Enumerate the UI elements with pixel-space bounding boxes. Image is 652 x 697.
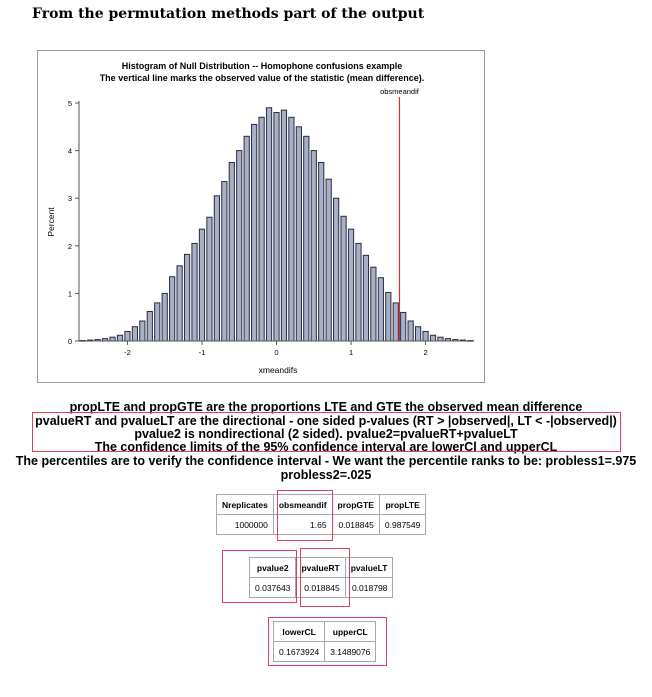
histogram-bar (310, 150, 317, 342)
cell-proplte: 0.987549 (378, 514, 427, 535)
histogram-bar (340, 215, 347, 342)
histogram-bar (429, 334, 437, 342)
histogram-bar (355, 242, 362, 342)
histogram-bar (422, 330, 429, 342)
cell-propgte: 0.018845 (331, 514, 380, 535)
histogram-bar (362, 254, 370, 342)
x-tick-label: -1 (199, 348, 206, 357)
x-tick-label: -2 (124, 348, 131, 357)
table-summary: Nreplicates obsmeandif propGTE propLTE 1… (216, 494, 427, 535)
desc-line-2: pvalueRT and pvalueLT are the directiona… (35, 414, 617, 428)
histogram-bar (437, 336, 444, 342)
table-header-row: pvalue2 pvalueRT pvalueLT (248, 557, 394, 578)
y-tick-label: 1 (68, 289, 72, 298)
histogram-bar (370, 266, 377, 342)
x-axis-label: xmeandifs (259, 365, 298, 375)
histogram-bar (407, 320, 414, 342)
highlight-box-pvalue2 (222, 550, 297, 603)
histogram-bar (116, 334, 124, 342)
histogram-bar (124, 330, 131, 342)
y-axis-label: Percent (46, 207, 56, 237)
x-tick-label: 2 (423, 348, 427, 357)
y-tick-label: 2 (68, 242, 72, 251)
col-propgte: propGTE (331, 494, 380, 515)
cell-obsmeandif: 1.65 (272, 514, 333, 535)
histogram-bar (258, 116, 265, 342)
histogram-bar (228, 162, 235, 342)
desc-line-1: propLTE and propGTE are the proportions … (69, 400, 583, 414)
col-proplte: propLTE (378, 494, 427, 515)
histogram-bar (325, 178, 332, 342)
axes-group: 0 1 2 3 4 5 -2 -1 0 1 2 obsmeandif (68, 87, 474, 357)
table-row: 1000000 1.65 0.018845 0.987549 (216, 514, 427, 535)
histogram-bar (139, 320, 146, 342)
table-confidence-limits: lowerCL upperCL 0.1673924 3.1489076 (272, 621, 377, 662)
chart-subtitle: The vertical line marks the observed val… (100, 73, 425, 83)
x-tick-label: 1 (349, 348, 353, 357)
desc-line-3: pvalue2 is nondirectional (2 sided). pva… (134, 427, 518, 441)
bars-group (79, 107, 474, 342)
cell-pvalue2: 0.037643 (248, 577, 297, 598)
col-nreplicates: Nreplicates (216, 494, 274, 515)
histogram-bar (347, 228, 355, 342)
histogram-bar (109, 336, 116, 342)
histogram-bar (303, 135, 310, 342)
cell-uppercl: 3.1489076 (324, 641, 377, 662)
histogram-bar (243, 135, 250, 342)
histogram-bar (131, 326, 139, 342)
highlight-box-pvaluert (300, 548, 350, 607)
observed-value-label: obsmeandif (380, 87, 420, 96)
desc-line-4: The confidence limits of the 95% confide… (94, 440, 558, 454)
histogram-bar (213, 195, 220, 342)
table-row: 0.1673924 3.1489076 (272, 641, 377, 662)
histogram-bar (333, 197, 340, 342)
histogram-bar (385, 291, 392, 342)
cell-pvaluelt: 0.018798 (344, 577, 394, 598)
histogram-bar (400, 311, 407, 342)
histogram-bar (265, 107, 273, 342)
histogram-bar (221, 181, 228, 342)
histogram-bar (288, 116, 295, 342)
desc-line-5: The percentiles are to verify the confid… (15, 454, 637, 468)
table-pvalues: pvalue2 pvalueRT pvalueLT 0.037643 0.018… (248, 557, 394, 598)
page-heading: From the permutation methods part of the… (32, 6, 425, 22)
cell-nreplicates: 1000000 (216, 514, 274, 535)
histogram-bar (273, 112, 280, 342)
highlight-box-obsmeandif (277, 490, 333, 541)
y-tick-label: 5 (68, 99, 72, 108)
chart-title: Histogram of Null Distribution -- Homoph… (122, 61, 403, 71)
histogram-bar (161, 292, 168, 342)
histogram-bar (191, 242, 198, 342)
histogram-bar (295, 126, 302, 342)
histogram-bar (251, 123, 258, 342)
histogram-bar (146, 310, 153, 342)
col-pvaluelt: pvalueLT (344, 557, 394, 578)
histogram-bar (169, 276, 176, 342)
desc-line-6: probless2=.025 (280, 468, 372, 482)
histogram-bar (183, 253, 191, 342)
y-tick-label: 4 (68, 147, 72, 156)
histogram-bar (280, 109, 288, 342)
histogram-bar (392, 302, 399, 342)
histogram-bar (236, 150, 243, 342)
histogram-bar (318, 162, 325, 342)
histogram-bar (414, 326, 422, 342)
table-row: 0.037643 0.018845 0.018798 (248, 577, 394, 598)
y-tick-label: 0 (68, 337, 72, 346)
highlight-box-confidence-limits (268, 617, 387, 666)
histogram-bar (176, 265, 183, 342)
highlight-box-description (32, 412, 621, 452)
y-tick-label: 3 (68, 194, 72, 203)
histogram-bar (198, 228, 206, 342)
histogram-chart: Histogram of Null Distribution -- Homoph… (37, 50, 485, 383)
histogram-svg: Histogram of Null Distribution -- Homoph… (46, 61, 474, 375)
histogram-bar (206, 216, 213, 342)
x-tick-label: 0 (274, 348, 278, 357)
histogram-bar (154, 302, 161, 342)
histogram-bar (377, 277, 384, 342)
